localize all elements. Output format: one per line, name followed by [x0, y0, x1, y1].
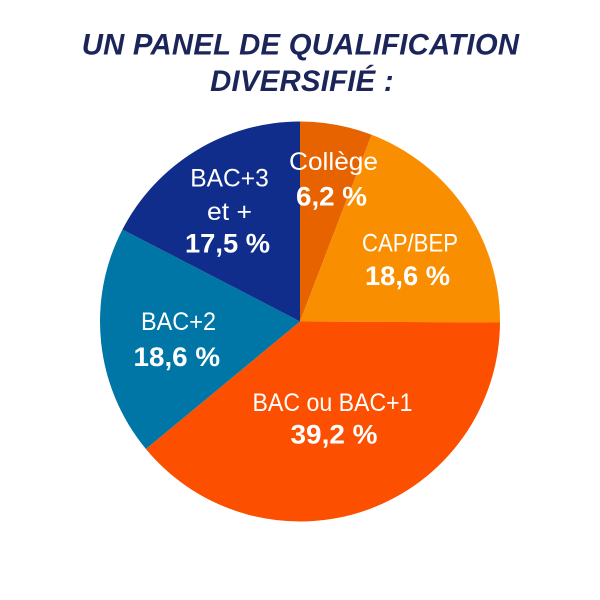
- svg-text:BAC+2: BAC+2: [141, 308, 216, 336]
- svg-text:6,2 %: 6,2 %: [296, 182, 367, 212]
- svg-text:BAC ou BAC+1: BAC ou BAC+1: [253, 389, 413, 417]
- svg-text:18,6 %: 18,6 %: [365, 261, 450, 291]
- svg-text:17,5 %: 17,5 %: [185, 229, 270, 259]
- svg-text:UN PANEL DE QUALIFICATION: UN PANEL DE QUALIFICATION: [82, 28, 520, 61]
- svg-text:CAP/BEP: CAP/BEP: [362, 230, 458, 258]
- svg-text:Collège: Collège: [289, 148, 378, 176]
- svg-text:et +: et +: [207, 198, 252, 226]
- svg-text:DIVERSIFIÉ :: DIVERSIFIÉ :: [210, 64, 394, 98]
- svg-text:39,2 %: 39,2 %: [291, 420, 378, 450]
- svg-text:BAC+3: BAC+3: [190, 164, 269, 192]
- svg-text:18,6 %: 18,6 %: [134, 342, 221, 372]
